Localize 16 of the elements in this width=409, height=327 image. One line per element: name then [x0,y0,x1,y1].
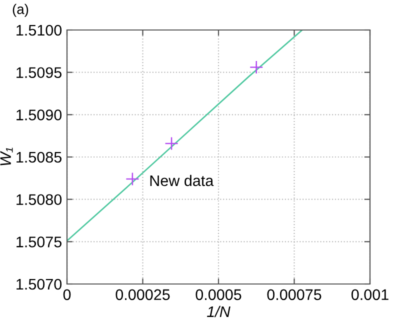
y-tick-label: 1.5095 [16,67,62,78]
x-tick-label: 0.00075 [267,289,322,300]
annotation: New data [150,174,214,186]
x-tick-label: 0.00025 [116,289,170,300]
y-tick-label: 1.5070 [16,278,62,290]
y-tick-label: 1.5075 [16,236,62,248]
x-tick-label: 0 [63,289,71,300]
y-tick-label: 1.5080 [16,194,62,206]
text: (a) [12,4,28,17]
y-axis-title: W₁ [0,148,13,166]
y-tick-label: 1.5100 [16,24,62,36]
x-tick-label: 0.0005 [196,289,242,300]
y-tick-label: 1.5085 [16,152,62,163]
y-tick-label: 1.5090 [16,110,62,120]
x-tick-label: 0.001 [351,289,388,300]
x-axis-title: 1/N [207,306,230,318]
